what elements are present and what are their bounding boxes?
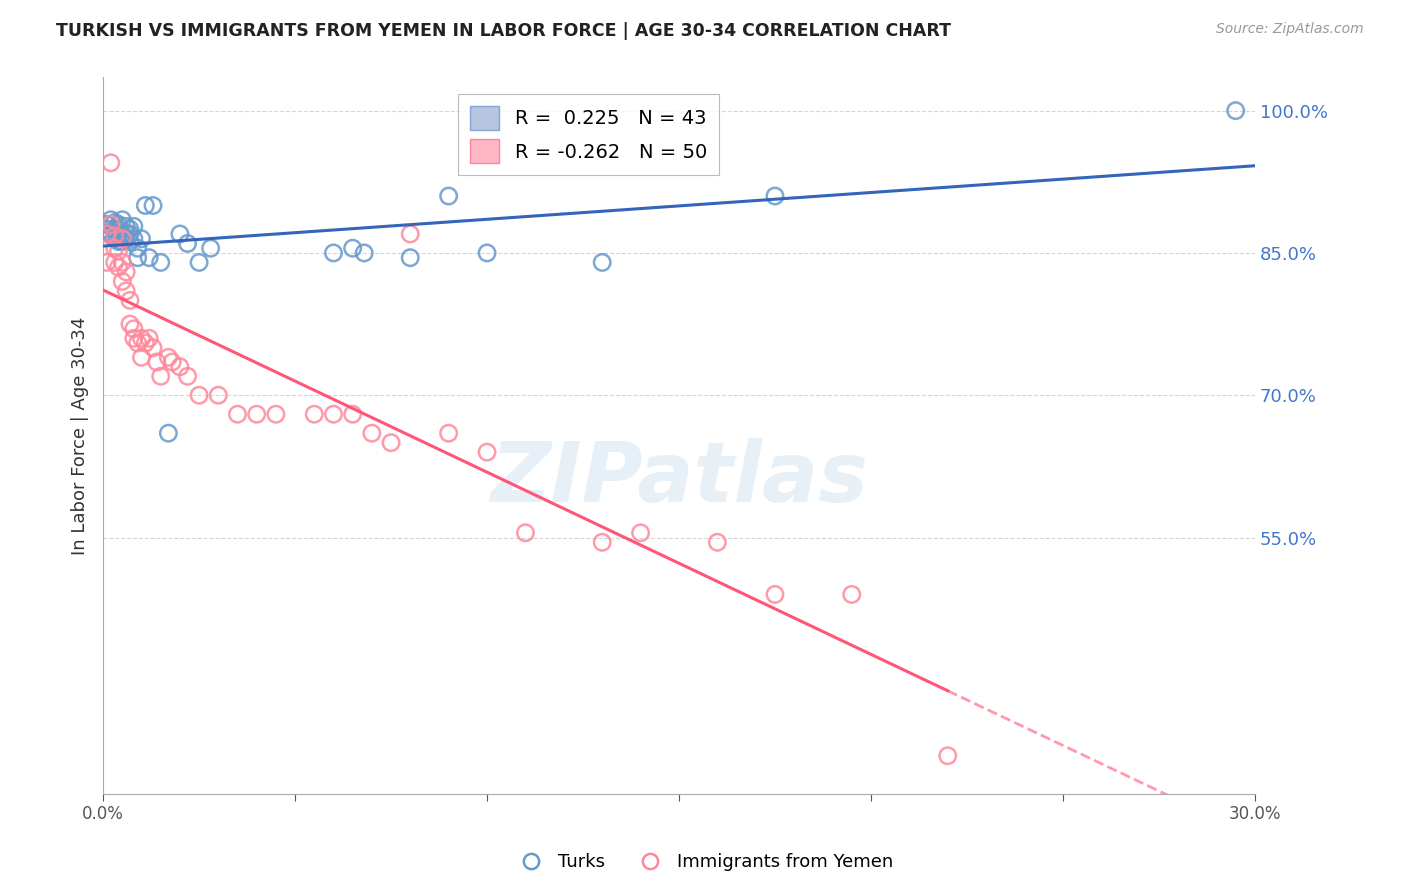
- Point: [475, 445, 498, 459]
- Point: [107, 235, 129, 249]
- Point: [122, 331, 145, 345]
- Point: [264, 407, 287, 421]
- Point: [100, 227, 122, 241]
- Point: [188, 255, 211, 269]
- Point: [100, 212, 122, 227]
- Point: [157, 351, 180, 365]
- Point: [138, 331, 160, 345]
- Point: [111, 235, 134, 249]
- Point: [131, 351, 153, 365]
- Point: [207, 388, 229, 402]
- Point: [591, 535, 613, 549]
- Point: [360, 426, 382, 441]
- Point: [322, 407, 344, 421]
- Point: [115, 284, 138, 298]
- Point: [122, 232, 145, 246]
- Point: [515, 525, 537, 540]
- Point: [118, 227, 141, 241]
- Point: [841, 587, 863, 601]
- Point: [169, 359, 191, 374]
- Point: [115, 219, 138, 234]
- Point: [107, 218, 129, 232]
- Point: [118, 222, 141, 236]
- Point: [115, 265, 138, 279]
- Point: [118, 235, 141, 249]
- Point: [437, 426, 460, 441]
- Point: [149, 369, 172, 384]
- Point: [115, 232, 138, 246]
- Point: [111, 227, 134, 241]
- Point: [122, 322, 145, 336]
- Point: [399, 227, 422, 241]
- Point: [763, 189, 786, 203]
- Point: [353, 246, 375, 260]
- Text: TURKISH VS IMMIGRANTS FROM YEMEN IN LABOR FORCE | AGE 30-34 CORRELATION CHART: TURKISH VS IMMIGRANTS FROM YEMEN IN LABO…: [56, 22, 952, 40]
- Point: [127, 336, 149, 351]
- Point: [591, 255, 613, 269]
- Point: [246, 407, 269, 421]
- Point: [107, 222, 129, 236]
- Point: [630, 525, 652, 540]
- Point: [342, 407, 364, 421]
- Point: [138, 251, 160, 265]
- Point: [176, 369, 198, 384]
- Point: [475, 246, 498, 260]
- Point: [96, 222, 118, 236]
- Point: [104, 227, 127, 241]
- Point: [437, 189, 460, 203]
- Point: [142, 341, 165, 355]
- Point: [134, 198, 156, 212]
- Point: [118, 293, 141, 308]
- Point: [111, 255, 134, 269]
- Point: [142, 198, 165, 212]
- Point: [176, 236, 198, 251]
- Point: [706, 535, 728, 549]
- Point: [104, 222, 127, 236]
- Point: [111, 232, 134, 246]
- Point: [160, 355, 183, 369]
- Point: [188, 388, 211, 402]
- Point: [342, 241, 364, 255]
- Point: [149, 255, 172, 269]
- Point: [169, 227, 191, 241]
- Point: [111, 274, 134, 288]
- Point: [936, 748, 959, 763]
- Point: [104, 216, 127, 230]
- Point: [111, 212, 134, 227]
- Point: [96, 227, 118, 241]
- Point: [146, 355, 169, 369]
- Point: [118, 317, 141, 331]
- Point: [131, 331, 153, 345]
- Legend: Turks, Immigrants from Yemen: Turks, Immigrants from Yemen: [506, 847, 900, 879]
- Point: [104, 255, 127, 269]
- Point: [1225, 103, 1247, 118]
- Point: [131, 232, 153, 246]
- Legend: R =  0.225   N = 43, R = -0.262   N = 50: R = 0.225 N = 43, R = -0.262 N = 50: [458, 95, 718, 175]
- Point: [96, 218, 118, 232]
- Point: [107, 244, 129, 258]
- Point: [304, 407, 326, 421]
- Point: [226, 407, 249, 421]
- Point: [399, 251, 422, 265]
- Point: [104, 232, 127, 246]
- Point: [380, 435, 402, 450]
- Point: [100, 218, 122, 232]
- Point: [322, 246, 344, 260]
- Y-axis label: In Labor Force | Age 30-34: In Labor Force | Age 30-34: [72, 317, 89, 555]
- Point: [200, 241, 222, 255]
- Point: [134, 336, 156, 351]
- Point: [107, 260, 129, 275]
- Point: [122, 219, 145, 234]
- Point: [127, 251, 149, 265]
- Point: [157, 426, 180, 441]
- Point: [127, 241, 149, 255]
- Point: [763, 587, 786, 601]
- Point: [104, 228, 127, 243]
- Text: ZIPatlas: ZIPatlas: [491, 438, 868, 519]
- Point: [115, 227, 138, 241]
- Point: [104, 241, 127, 255]
- Text: Source: ZipAtlas.com: Source: ZipAtlas.com: [1216, 22, 1364, 37]
- Point: [96, 255, 118, 269]
- Point: [100, 156, 122, 170]
